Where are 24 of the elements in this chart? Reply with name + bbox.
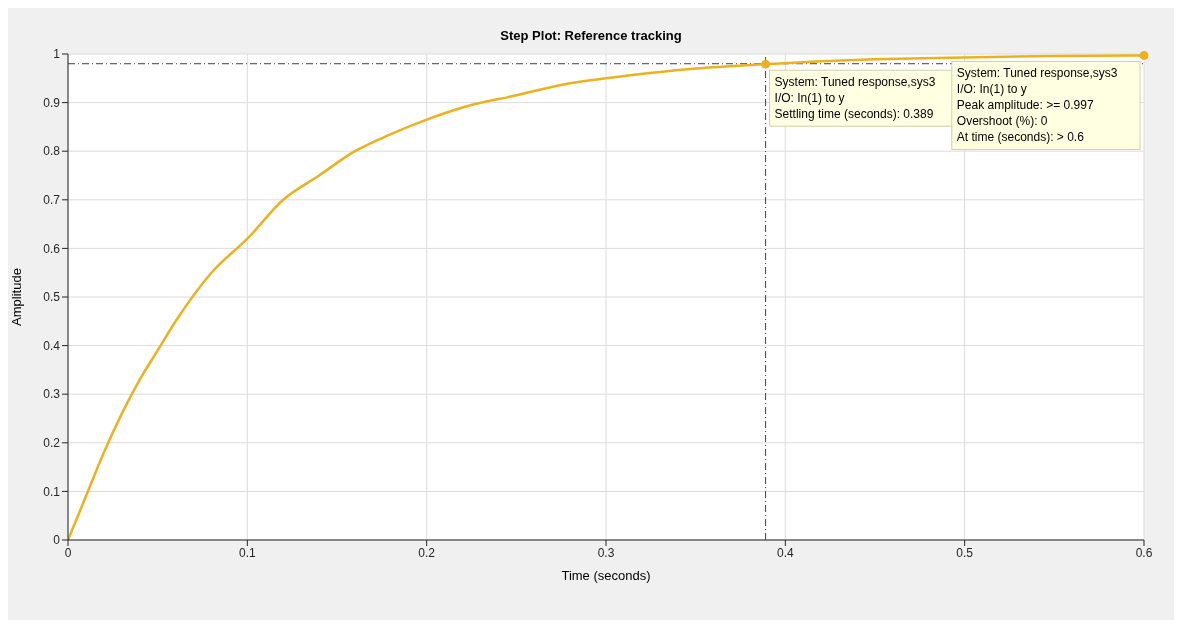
x-tick-label: 0.6	[1135, 545, 1153, 560]
y-tick-label: 0.2	[43, 436, 61, 451]
annotation: System: Tuned response,sys3 I/O: In(1) to y Peak amplitude: >= 0.997 Overshoot (%): 0 At time (seconds): > 0.6	[956, 66, 1118, 145]
x-tick-label: 0.3	[597, 545, 615, 560]
y-tick-label: 1	[53, 47, 61, 62]
y-tick-label: 0	[53, 533, 61, 548]
y-tick-label: 0.3	[43, 387, 61, 402]
y-tick-label: 0.9	[43, 95, 61, 110]
note-box: System: Tuned response,sys3 I/O: In(1) to y Peak amplitude: >= 0.997 Overshoot (%): 0 At time (seconds): > 0.6	[951, 60, 1141, 150]
chart-title: Step Plot: Reference tracking	[499, 28, 683, 43]
x-tick-label: 0.2	[418, 545, 436, 560]
x-tick-label: 0	[64, 545, 72, 560]
y-tick-label: 0.6	[43, 241, 61, 256]
y-axis-title: Amplitude	[8, 268, 24, 326]
y-tick-label: 0.7	[43, 193, 61, 208]
x-tick-label: 0.5	[956, 545, 974, 560]
annotation: System: Tuned response,sys3 I/O: In(1) to y Settling time (seconds): 0.389	[774, 75, 936, 122]
y-tick-label: 0.1	[43, 484, 61, 499]
x-axis-title: Time (seconds)	[561, 568, 651, 583]
x-tick-label: 0.4	[776, 545, 794, 560]
y-tick-label: 0.8	[43, 144, 61, 159]
x-tick-label: 0.1	[238, 545, 256, 560]
y-tick-label: 0.5	[43, 290, 61, 305]
y-tick-label: 0.4	[43, 338, 61, 353]
